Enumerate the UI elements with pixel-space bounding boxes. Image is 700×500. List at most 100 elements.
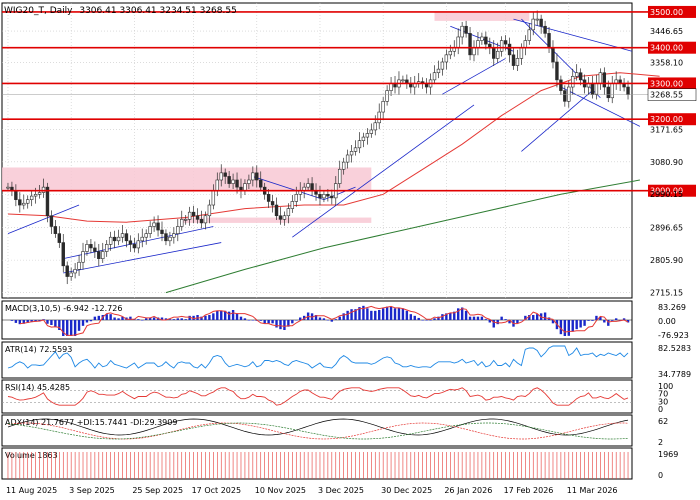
trendline [442, 58, 506, 95]
candle-body [93, 247, 97, 252]
macd-bar [607, 320, 610, 326]
candle-body [480, 36, 484, 41]
macd-bar [551, 320, 555, 324]
candle-body [468, 33, 472, 56]
macd-bar [397, 307, 401, 320]
price-level-label-bg [648, 5, 696, 18]
x-tick-label: 11 Mar 2026 [567, 486, 618, 495]
candle-body [112, 236, 117, 242]
candle-body [338, 168, 342, 184]
candle-body [144, 233, 148, 238]
macd-bar [247, 320, 251, 321]
trendline [323, 186, 356, 201]
macd-bar [58, 320, 61, 330]
shaded-zone [181, 217, 372, 223]
trendline [63, 242, 222, 274]
candle-body [563, 90, 567, 102]
candle-body [199, 219, 204, 224]
macd-bar [445, 313, 448, 320]
macd-bar [137, 319, 140, 320]
macd-bar [421, 320, 424, 321]
macd-bar [66, 320, 69, 336]
macd-bar [223, 310, 227, 320]
candle-body [37, 192, 42, 195]
macd-bar [528, 315, 531, 320]
price-level-label-bg [648, 77, 696, 90]
candle-body [168, 236, 172, 242]
macd-bar [516, 320, 519, 324]
macd-bar [279, 320, 282, 330]
candle-body [444, 54, 449, 63]
candle-body [148, 226, 152, 234]
ma-line-short [7, 72, 660, 223]
candle-body [507, 43, 512, 56]
macd-bar [295, 320, 298, 321]
candle-body [187, 211, 192, 220]
macd-bar [595, 315, 598, 320]
macd-bar [231, 310, 235, 320]
x-tick-label: 30 Dec 2025 [381, 486, 432, 495]
candle-body [176, 226, 180, 234]
macd-bar [378, 310, 381, 320]
candle-body [551, 47, 555, 63]
pane-label-rsi: RSI(14) 45.4285 [5, 383, 70, 392]
candle-body [353, 147, 358, 152]
macd-bar [524, 315, 527, 320]
y-tick-label: 3171.65 [650, 125, 683, 134]
candle-body [626, 86, 630, 95]
macd-bar [591, 320, 594, 321]
macd-bar [567, 320, 570, 336]
candle-body [389, 83, 393, 91]
candle-body [77, 261, 81, 270]
macd-bar [480, 316, 484, 320]
main-pane-frame [1, 2, 633, 299]
candle-body [365, 133, 370, 138]
macd-bar [417, 317, 420, 320]
macd-bar [291, 320, 294, 324]
macd-bar [73, 320, 77, 336]
candle-body [211, 190, 216, 206]
macd-bar [105, 314, 108, 320]
macd-bar [603, 320, 606, 323]
pane-label-adx: ADX(14) 21.7677 +DI:15.7441 -DI:29.3909 [5, 418, 177, 427]
candle-body [128, 240, 133, 245]
macd-bar [409, 314, 413, 320]
candle-body [274, 204, 279, 217]
macd-bar [322, 318, 326, 320]
pane-tick: 34.7789 [658, 370, 691, 379]
candle-body [223, 172, 227, 177]
candle-body [183, 219, 188, 221]
macd-bar [239, 316, 243, 320]
macd-bar [263, 320, 266, 324]
candle-body [436, 68, 441, 74]
macd-bar [184, 319, 187, 320]
macd-bar [10, 320, 14, 321]
y-tick-label: 3358.10 [650, 59, 683, 68]
macd-bar [346, 310, 349, 320]
candle-body [385, 90, 389, 102]
pane-frame-rsi [1, 379, 633, 414]
candle-body [571, 76, 575, 88]
x-tick-label: 17 Oct 2025 [192, 486, 241, 495]
candle-body [172, 233, 176, 238]
candle-body [290, 201, 295, 209]
candle-body [456, 36, 460, 48]
candle-body [590, 83, 595, 95]
price-level-label: 3200.00 [650, 115, 683, 124]
macd-bar [535, 314, 539, 320]
candle-body [610, 83, 614, 99]
candle-body [543, 25, 547, 34]
candle-body [235, 179, 239, 188]
macd-bar [227, 311, 231, 320]
candle-body [255, 172, 259, 181]
atr-line [7, 345, 629, 369]
candle-body [180, 219, 184, 227]
pane-tick: 0 [658, 405, 663, 414]
candle-body [69, 272, 73, 277]
macd-bar [54, 320, 57, 328]
macd-bar [587, 320, 590, 321]
y-tick-label: 2715.15 [650, 289, 683, 298]
y-tick-label: 2896.65 [650, 224, 683, 233]
macd-bar [476, 316, 480, 320]
candle-body [460, 25, 464, 38]
